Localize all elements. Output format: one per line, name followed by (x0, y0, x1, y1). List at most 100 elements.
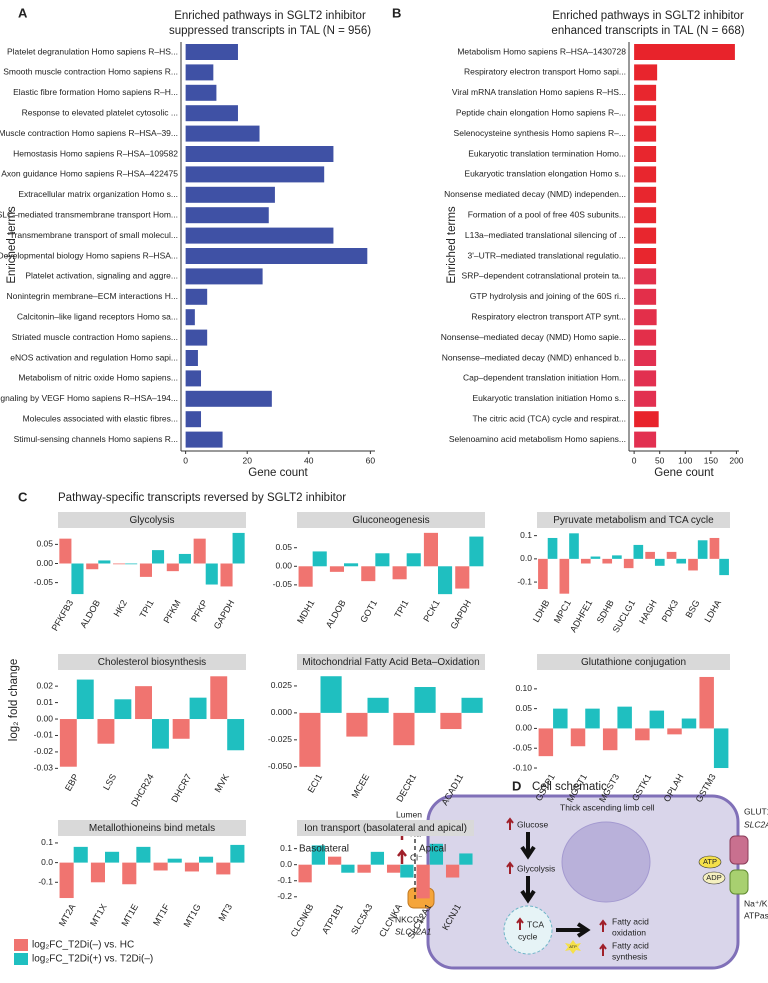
bar (709, 537, 720, 559)
atp-star (565, 940, 581, 954)
x-tick-label: MT1E (119, 902, 140, 928)
legend-label: log₂FC_T2Di(+) vs. T2Di(–) (32, 954, 153, 965)
y-tick-label: Respiratory electron transport ATP synt.… (471, 311, 626, 321)
x-tick-label: 0 (183, 455, 188, 465)
panel-letter: C (18, 489, 28, 504)
x-tick-label: MT3 (216, 902, 234, 923)
glut1-transporter (729, 835, 749, 865)
y-tick-label: 0.00 (36, 713, 53, 723)
bar (185, 268, 263, 285)
panel-letter: A (18, 5, 28, 20)
y-axis-label: Enriched terms (446, 206, 458, 284)
bar (136, 846, 151, 863)
x-tick-label: HAGH (637, 598, 659, 626)
bar (59, 538, 72, 564)
bar (649, 710, 665, 729)
y-tick-label: Nonsense mediated decay (NMD) independen… (444, 189, 626, 199)
x-tick-label: MPC1 (552, 598, 573, 625)
panel-letter: B (392, 5, 401, 20)
y-tick-label: 0.1 (280, 843, 292, 853)
y-tick-label: eNOS activation and regulation Homo sapi… (10, 352, 178, 362)
bar (344, 563, 359, 567)
y-tick-label: 0.01 (36, 697, 53, 707)
bar (220, 563, 233, 587)
bar (559, 558, 570, 594)
y-tick-label: Transmembrane transport of small molecul… (10, 230, 178, 240)
bar (205, 563, 218, 585)
bar (98, 560, 111, 564)
bar (469, 536, 484, 567)
y-tick-label: Calcitonin–like ligand receptors Homo sa… (17, 311, 178, 321)
y-axis-label: log₂ fold change (8, 659, 20, 741)
y-tick-label: -0.05 (273, 579, 293, 589)
bar (122, 862, 137, 885)
cell-schematic: D Cell schematic Thick ascending limb ce… (395, 778, 768, 970)
bar (367, 697, 389, 713)
bar (713, 728, 729, 769)
bar (357, 864, 371, 873)
y-tick-label: 0.00 (515, 723, 532, 733)
glucose-label: Glucose (517, 819, 548, 829)
bar (185, 350, 198, 366)
strip (297, 654, 485, 670)
bar (416, 864, 430, 899)
transporter-label: SLC12A1 (395, 926, 432, 936)
y-tick-label: -0.1 (277, 875, 292, 885)
x-tick-label: PFKFB3 (50, 598, 76, 632)
bar (135, 686, 152, 720)
bar (193, 538, 206, 564)
y-tick-label: Selenoamino acid metabolism Homo sapiens… (449, 434, 626, 444)
bar (185, 370, 202, 387)
bar (298, 864, 312, 883)
y-tick-label: 0.05 (275, 542, 292, 552)
bar (90, 862, 105, 883)
diagram-title: Cell schematic (532, 781, 607, 793)
y-tick-label: -0.10 (513, 762, 533, 772)
bar (370, 851, 385, 865)
bar (634, 125, 657, 142)
bar (634, 431, 657, 448)
x-tick-label: PDK3 (660, 598, 680, 623)
legend-label: log₂FC_T2Di(–) vs. HC (32, 940, 134, 951)
bar (440, 712, 462, 730)
bar (634, 146, 657, 162)
bar (185, 105, 238, 122)
bar (602, 728, 618, 751)
bar (185, 186, 275, 203)
y-tick-label: Axon guidance Homo sapiens R–HSA–422475 (1, 169, 178, 179)
y-tick-label: Smooth muscle contraction Homo sapiens R… (3, 67, 178, 77)
cell-label: Thick ascending limb cell (560, 802, 655, 812)
bar (166, 563, 179, 572)
x-tick-label: 60 (366, 455, 376, 465)
bar (185, 248, 368, 264)
legend-swatch (14, 939, 28, 951)
up-arrow (506, 861, 514, 874)
bar (634, 248, 657, 264)
y-tick-label: Platelet degranulation Homo sapiens R–HS… (7, 46, 178, 56)
y-tick-label: -0.025 (268, 734, 292, 744)
x-tick-label: ALDOB (324, 598, 348, 629)
y-tick-label: Metabolism Homo sapiens R–HSA–1430728 (457, 46, 626, 56)
y-tick-label: Eukaryotic translation termination Homo.… (468, 148, 626, 158)
chart-title: suppressed transcripts in TAL (N = 956) (169, 25, 371, 37)
chart-title: Enriched pathways in SGLT2 inhibitor (174, 10, 366, 22)
strip (297, 512, 485, 528)
chart-title: Enriched pathways in SGLT2 inhibitor (552, 10, 744, 22)
bar (298, 566, 313, 587)
bar (230, 844, 245, 863)
bar (667, 728, 682, 735)
y-tick-label: Nonintegrin membrane–ECM interactions H.… (7, 291, 179, 301)
strip (297, 820, 474, 836)
bar (189, 697, 207, 720)
bar (185, 84, 217, 101)
x-tick-label: LDHA (702, 598, 723, 624)
x-tick-label: MT2A (57, 902, 78, 928)
bar (185, 288, 208, 305)
x-tick-label: 150 (704, 455, 718, 465)
bar (185, 309, 195, 326)
bar (185, 390, 272, 407)
x-tick-label: SLC5A3 (349, 902, 374, 936)
strip (58, 820, 246, 836)
subplot-title: Mitochondrial Fatty Acid Beta–Oxidation (302, 657, 479, 668)
y-tick-label: 0.0 (520, 553, 532, 563)
